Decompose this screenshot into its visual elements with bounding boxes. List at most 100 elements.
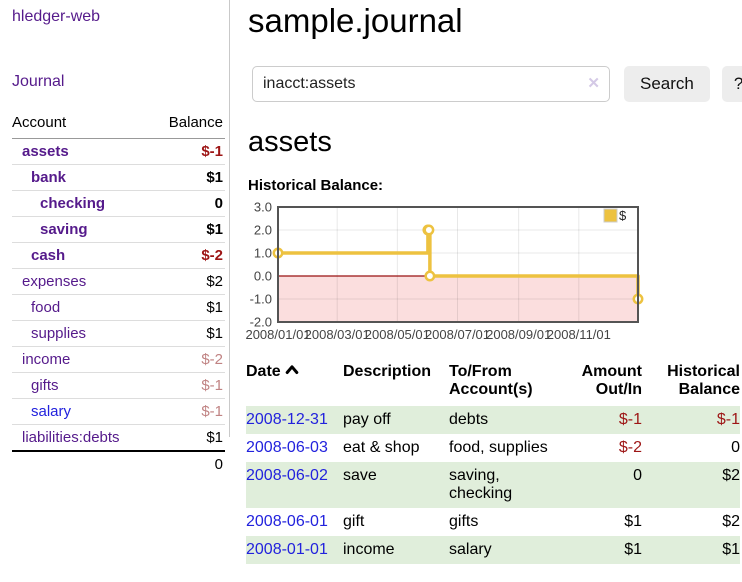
account-row-income: income $-2 (12, 346, 225, 373)
transaction-amount: $1 (624, 541, 642, 558)
transaction-accounts: saving, checking (449, 467, 513, 502)
transaction-amount: 0 (633, 467, 642, 484)
account-balance: $2 (152, 268, 225, 295)
transaction-accounts: gifts (449, 513, 479, 530)
app-title-link[interactable]: hledger-web (12, 8, 101, 25)
sidebar: hledger-web Journal Account Balance asse… (0, 0, 230, 477)
register-header-row: Date Description To/From Account(s) Amou… (246, 361, 740, 406)
transaction-date-link[interactable]: 2008-06-01 (246, 513, 328, 530)
account-link-assets[interactable]: assets (22, 143, 69, 160)
account-balance: $-2 (152, 242, 225, 269)
transaction-description: save (343, 467, 377, 484)
account-balance: $-1 (152, 398, 225, 425)
account-balance: $1 (152, 164, 225, 191)
transaction-date-link[interactable]: 2008-06-02 (246, 467, 328, 484)
search-button[interactable]: Search (624, 66, 710, 102)
transaction-balance: $2 (722, 467, 740, 484)
sort-ascending-icon (285, 365, 298, 374)
svg-text:2008/11/01: 2008/11/01 (547, 327, 611, 342)
account-page-heading: assets (248, 126, 332, 158)
account-row-saving: saving $1 (12, 216, 225, 243)
sidebar-item-journal[interactable]: Journal (12, 73, 65, 90)
date-column-header[interactable]: Date (246, 361, 343, 406)
account-link-expenses[interactable]: expenses (22, 273, 87, 290)
transaction-date-link[interactable]: 2008-01-01 (246, 541, 328, 558)
transaction-balance: 0 (731, 439, 740, 456)
account-balance: $1 (152, 294, 225, 321)
account-link-bank[interactable]: bank (31, 169, 67, 186)
transaction-date-link[interactable]: 2008-12-31 (246, 411, 328, 428)
register-row: 2008-06-01 gift gifts $1 $2 (246, 508, 740, 536)
register-row: 2008-06-02 save saving, checking 0 $2 (246, 462, 740, 508)
account-link-salary[interactable]: salary (31, 403, 72, 420)
account-balance: $-1 (201, 143, 223, 160)
account-row-gifts: gifts $-1 (12, 372, 225, 399)
svg-text:0.0: 0.0 (254, 269, 272, 284)
account-balance: $-1 (152, 372, 225, 399)
balance-chart[interactable]: $3.0 2.0 1.0 0.0 -1.0 -2.02008/01/012008/03/0… (246, 200, 646, 345)
svg-text:2008/03/01: 2008/03/01 (305, 327, 370, 342)
main-content: sample.journal ✕ Search ? assets Histori… (246, 0, 742, 564)
register-row: 2008-01-01 income salary $1 $1 (246, 536, 740, 564)
account-balance: $-2 (152, 346, 225, 373)
accounts-column-header: To/From Account(s) (449, 363, 533, 398)
account-balance: $1 (152, 216, 225, 243)
account-row-liabilities-debts: liabilities:debts $1 (12, 424, 225, 451)
transaction-description: income (343, 541, 395, 558)
svg-text:2008/07/01: 2008/07/01 (425, 327, 490, 342)
account-link-gifts[interactable]: gifts (31, 377, 59, 394)
account-row-expenses: expenses $2 (12, 268, 225, 295)
account-balance-table: Account Balance assets $-1 bank $1 check… (12, 110, 225, 477)
page-title: sample.journal (248, 2, 463, 39)
transaction-balance: $-1 (716, 411, 740, 428)
account-column-header: Account (12, 110, 153, 139)
register-row: 2008-06-03 eat & shop food, supplies $-2… (246, 434, 740, 462)
svg-text:1.0: 1.0 (254, 246, 272, 261)
accounts-total-value: 0 (152, 450, 225, 477)
transaction-description: pay off (343, 411, 391, 428)
transaction-description: eat & shop (343, 439, 420, 456)
amount-column-header: Amount Out/In (581, 363, 642, 398)
register-table: Date Description To/From Account(s) Amou… (246, 361, 740, 564)
account-row-checking: checking 0 (12, 190, 225, 217)
account-row-food: food $1 (12, 294, 225, 321)
description-column-header: Description (343, 363, 432, 380)
svg-text:3.0: 3.0 (254, 200, 272, 215)
account-link-liabilities-debts[interactable]: liabilities:debts (22, 429, 120, 446)
svg-text:2008/01/01: 2008/01/01 (246, 327, 311, 342)
transaction-balance: $1 (722, 541, 740, 558)
account-row-cash: cash $-2 (12, 242, 225, 269)
balance-column-header: Historical Balance (667, 363, 740, 398)
svg-text:$: $ (619, 208, 627, 223)
account-link-income[interactable]: income (22, 351, 71, 368)
transaction-amount: $1 (624, 513, 642, 530)
register-row: 2008-12-31 pay off debts $-1 $-1 (246, 406, 740, 434)
account-link-saving[interactable]: saving (40, 221, 88, 238)
svg-text:2.0: 2.0 (254, 223, 272, 238)
transaction-accounts: salary (449, 541, 492, 558)
search-form: ✕ Search ? (252, 66, 742, 102)
account-link-food[interactable]: food (31, 299, 61, 316)
svg-text:-1.0: -1.0 (250, 292, 272, 307)
clear-search-icon[interactable]: ✕ (587, 75, 600, 92)
svg-text:2008/09/01: 2008/09/01 (486, 327, 551, 342)
account-balance: 0 (152, 190, 225, 217)
help-button[interactable]: ? (721, 66, 742, 102)
account-link-supplies[interactable]: supplies (31, 325, 87, 342)
balance-column-header: Balance (152, 110, 225, 139)
account-row-bank: bank $1 (12, 164, 225, 191)
account-row-supplies: supplies $1 (12, 320, 225, 347)
transaction-date-link[interactable]: 2008-06-03 (246, 439, 328, 456)
account-row-assets: assets $-1 (12, 139, 225, 165)
account-link-checking[interactable]: checking (40, 195, 106, 212)
accounts-total-row: 0 (12, 450, 225, 477)
account-balance: $1 (152, 424, 225, 451)
chart-title: Historical Balance: (248, 177, 384, 194)
account-link-cash[interactable]: cash (31, 247, 66, 264)
search-input[interactable] (252, 66, 610, 102)
svg-text:-2.0: -2.0 (250, 315, 272, 330)
account-balance: $1 (152, 320, 225, 347)
transaction-description: gift (343, 513, 365, 530)
transaction-accounts: food, supplies (449, 439, 548, 456)
transaction-amount: $-1 (618, 411, 642, 428)
